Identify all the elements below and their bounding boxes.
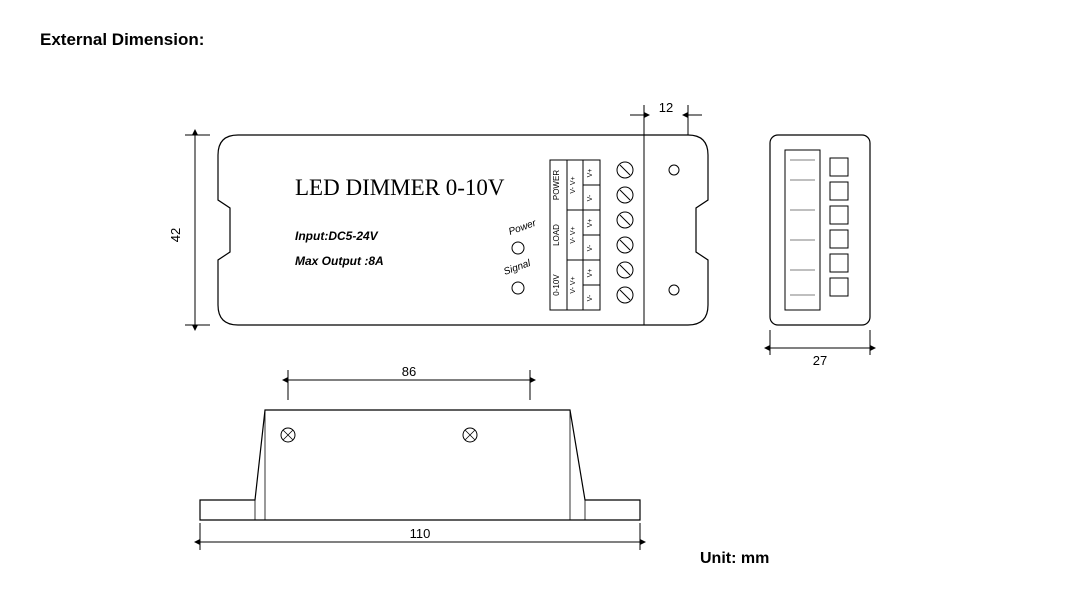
unit-label: Unit: mm [700, 550, 769, 568]
mount-hole-right [463, 428, 477, 442]
tab-hole-2 [669, 285, 679, 295]
input-label: Input:DC5-24V [295, 229, 379, 243]
pin-5: V- [587, 194, 594, 201]
group-power: POWER [552, 170, 561, 200]
dim-height: 42 [168, 135, 210, 325]
pin-6: V+ [587, 169, 594, 178]
signal-led: Signal [502, 258, 533, 294]
top-view: 42 12 LED DIMMER 0-10V Input:DC5-24V Max… [168, 100, 708, 325]
group-010v: 0-10V [552, 274, 561, 296]
mid-2: V- V+ [570, 226, 577, 243]
dim-86-label: 86 [402, 364, 416, 379]
pin-1: V- [587, 294, 594, 301]
mid-1: V- V+ [570, 176, 577, 193]
section-title: External Dimension: [40, 30, 1045, 50]
power-led-label: Power [507, 218, 538, 238]
front-view: 86 110 [200, 364, 640, 550]
dim-tab: 12 [630, 100, 702, 135]
dim-height-label: 42 [168, 228, 183, 242]
signal-led-label: Signal [502, 258, 533, 278]
mount-hole-left [281, 428, 295, 442]
pin-2: V+ [587, 269, 594, 278]
side-view: 27 [770, 135, 870, 368]
output-label: Max Output :8A [295, 254, 384, 268]
dim-side-label: 27 [813, 353, 827, 368]
group-load: LOAD [552, 224, 561, 246]
pin-3: V- [587, 244, 594, 251]
diagram-area: 42 12 LED DIMMER 0-10V Input:DC5-24V Max… [40, 80, 1040, 560]
dim-110-label: 110 [410, 526, 431, 541]
enclosure-outline [218, 135, 708, 325]
pin-4: V+ [587, 219, 594, 228]
dimension-drawing: 42 12 LED DIMMER 0-10V Input:DC5-24V Max… [40, 80, 1040, 560]
dim-tab-label: 12 [659, 100, 673, 115]
product-title: LED DIMMER 0-10V [295, 175, 505, 200]
tab-hole-1 [669, 165, 679, 175]
terminal-labels: POWER LOAD 0-10V V- V+ V- V+ V- V+ V+ V-… [550, 160, 600, 310]
front-outline [200, 410, 640, 520]
power-led: Power [507, 218, 538, 254]
screw-terminals [617, 162, 633, 303]
mid-3: V- V+ [570, 276, 577, 293]
